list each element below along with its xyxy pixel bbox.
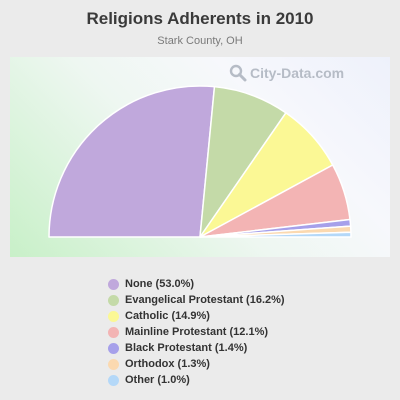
legend-label: Mainline Protestant (12.1%) xyxy=(125,326,269,338)
chart-legend: None (53.0%) Evangelical Protestant (16.2… xyxy=(108,276,368,388)
watermark-text: City-Data.com xyxy=(250,65,345,81)
legend-label: Evangelical Protestant (16.2%) xyxy=(125,294,285,306)
search-icon xyxy=(229,64,247,82)
legend-label: Catholic (14.9%) xyxy=(125,310,210,322)
chart-panel xyxy=(10,57,390,257)
legend-label: Other (1.0%) xyxy=(125,374,190,386)
legend-swatch xyxy=(108,374,119,386)
legend-swatch xyxy=(108,310,119,322)
legend-item: Orthodox (1.3%) xyxy=(108,356,368,372)
legend-item: None (53.0%) xyxy=(108,276,368,292)
legend-item: Other (1.0%) xyxy=(108,372,368,388)
chart-title: Religions Adherents in 2010 xyxy=(86,9,314,28)
legend-swatch xyxy=(108,342,119,354)
legend-swatch xyxy=(108,294,119,306)
legend-item: Mainline Protestant (12.1%) xyxy=(108,324,368,340)
pie-slice-other xyxy=(199,231,352,238)
pie-slice-none xyxy=(48,85,216,238)
legend-item: Catholic (14.9%) xyxy=(108,308,368,324)
pie-chart xyxy=(48,85,352,238)
legend-swatch xyxy=(108,278,119,290)
legend-item: Black Protestant (1.4%) xyxy=(108,340,368,356)
legend-label: Black Protestant (1.4%) xyxy=(125,342,248,354)
legend-swatch xyxy=(108,326,119,338)
watermark: City-Data.com xyxy=(229,64,344,82)
legend-label: Orthodox (1.3%) xyxy=(125,358,210,370)
legend-label: None (53.0%) xyxy=(125,278,195,290)
legend-item: Evangelical Protestant (16.2%) xyxy=(108,292,368,308)
legend-swatch xyxy=(108,358,119,370)
chart-subtitle: Stark County, OH xyxy=(157,35,243,47)
